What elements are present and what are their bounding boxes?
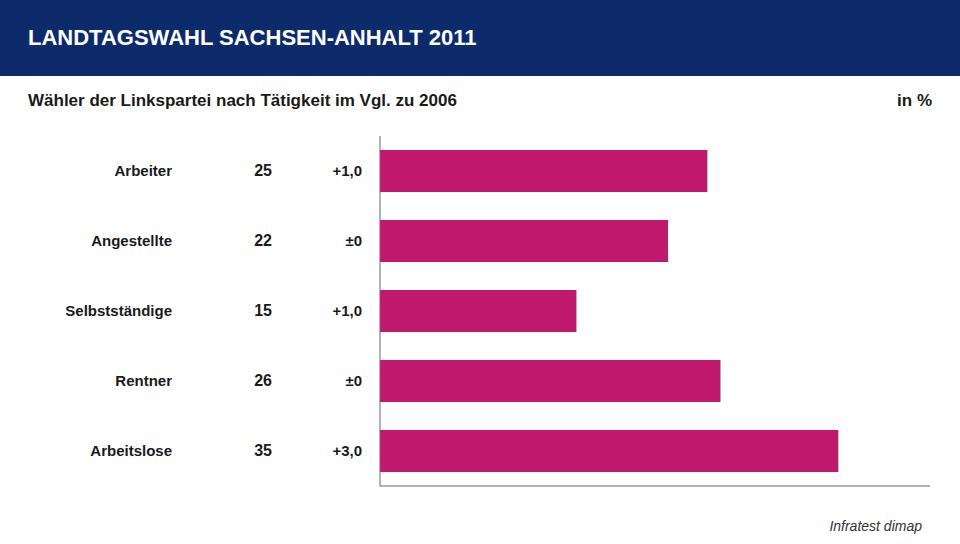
svg-text:Angestellte: Angestellte [91,232,172,249]
svg-text:+1,0: +1,0 [332,302,362,319]
svg-text:+1,0: +1,0 [332,162,362,179]
html-text:in %: in % [897,91,932,110]
svg-text:15: 15 [254,302,272,319]
svg-text:26: 26 [254,372,272,389]
svg-text:Arbeiter: Arbeiter [114,162,172,179]
svg-text:22: 22 [254,232,272,249]
html-text:Wähler der Linkspartei nach Tä: Wähler der Linkspartei nach Tätigkeit im… [28,91,457,110]
svg-text:25: 25 [254,162,272,179]
svg-text:Selbstständige: Selbstständige [65,302,172,319]
svg-text:35: 35 [254,442,272,459]
svg-text:Arbeitslose: Arbeitslose [90,442,172,459]
svg-text:+3,0: +3,0 [332,442,362,459]
html-text:LANDTAGSWAHL SACHSEN-ANHALT 20: LANDTAGSWAHL SACHSEN-ANHALT 2011 [28,25,477,50]
html-text:Infratest dimap: Infratest dimap [829,518,922,534]
svg-text:±0: ±0 [345,372,362,389]
svg-text:±0: ±0 [345,232,362,249]
svg-text:Rentner: Rentner [115,372,172,389]
